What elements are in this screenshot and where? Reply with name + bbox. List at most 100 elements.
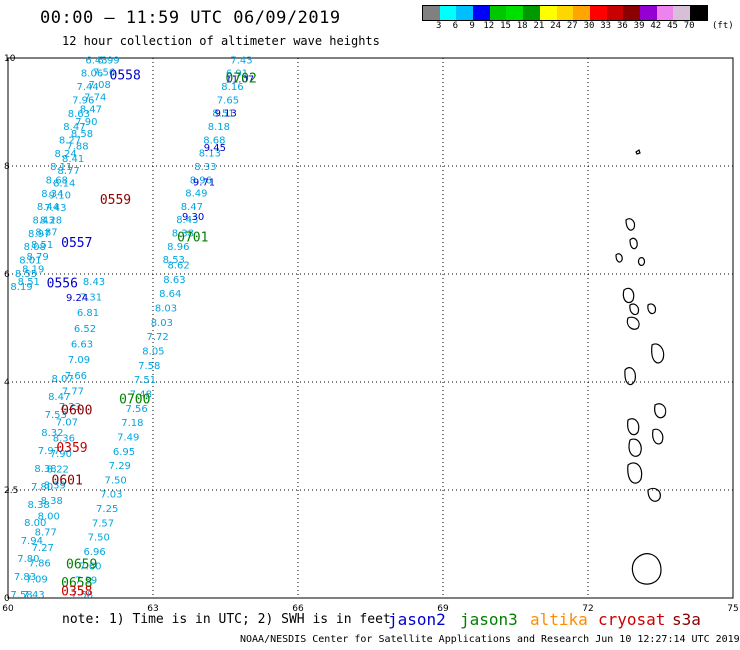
color-scale-labels: 3 6 9 12 15 18 21 24 27 30 33 36 39 42 45 70 [422,21,740,33]
color-scale-label: 9 [469,21,475,31]
wave-height-value: 8.38 [41,496,63,507]
wave-height-value: 8.39 [44,480,66,491]
wave-height-value: 8.03 [151,318,173,329]
color-swatch [489,6,507,20]
x-tick-label: 69 [437,604,449,614]
wave-height-value: 7.50 [104,475,126,486]
legend-item-altika: altika [530,610,588,629]
x-tick-label: 63 [147,604,158,614]
wave-height-value: 7.08 [89,80,111,91]
pass-time-label: 0557 [61,236,92,251]
wave-height-value: 11.07 [226,74,255,85]
wave-height-value: 8.05 [142,347,164,358]
map-subtitle: 12 hour collection of altimeter wave hei… [62,34,380,48]
wave-height-value: 9.45 [204,143,226,154]
wave-height-value: 8.43 [83,277,105,288]
wave-height-value: 7.27 [32,543,54,554]
wave-height-value: 8.97 [28,229,50,240]
wave-height-value: 7.50 [88,533,110,544]
pass-time-label: 0658 [61,576,92,591]
wave-height-value: 7.66 [65,371,87,382]
wave-height-value: 7.60 [79,561,101,572]
color-swatch [423,6,440,20]
wave-height-value: 7.56 [93,68,115,79]
wave-height-value: 8.47 [48,392,70,403]
wave-height-value: 7.43 [23,590,45,601]
color-swatch [673,6,690,20]
color-scale-label: 27 [566,21,578,31]
wave-height-value: 7.74 [84,92,106,103]
pass-time-label: 0700 [119,393,150,408]
wave-height-value: 7.58 [71,590,93,601]
wave-height-value: 7.83 [14,572,36,583]
color-swatch [589,6,607,20]
wave-height-value: 7.18 [121,418,143,429]
wave-height-value: 8.44 [37,202,59,213]
wave-height-value: 7.77 [62,386,84,397]
color-swatch [573,6,590,20]
pass-time-label: 0600 [61,403,92,418]
wave-height-value: 8.11 [50,162,72,173]
wave-height-value: 8.22 [47,465,69,476]
wave-height-value: 7.86 [29,559,51,570]
pass-time-label: 0701 [177,231,208,246]
wave-height-value: 9.10 [49,191,71,202]
wave-height-value: 7.07 [56,418,78,429]
color-swatch [456,6,474,20]
color-scale-label: 12 [483,21,495,31]
wave-height-value: 7.09 [26,574,48,585]
color-scale-bar [422,5,708,21]
wave-height-value: 8.43 [176,215,198,226]
pass-time-label: 0702 [226,71,257,86]
wave-height-value: 6.91 [226,69,248,80]
wave-height-value: 7.80 [31,482,53,493]
note-text: note: 1) Time is in UTC; 2) SWH is in fe… [62,612,391,627]
wave-height-value: 7.90 [75,117,97,128]
y-tick-label: 6 [4,270,10,280]
color-swatch [556,6,574,20]
x-tick-label: 60 [2,604,14,614]
legend-item-jason2: jason2 [388,610,446,629]
wave-height-value: 7.80 [17,554,39,565]
wave-height-value: 8.18 [208,122,230,133]
wave-height-value: 8.64 [159,289,181,300]
wave-height-value: 8.63 [163,275,185,286]
x-tick-label: 72 [582,604,593,614]
wave-height-value: 8.55 [15,269,37,280]
wave-height-value: 8.38 [172,229,194,240]
wave-height-value: 7.88 [66,142,88,153]
x-tick-label: 75 [727,604,738,614]
wave-height-value: 8.87 [35,228,57,239]
wave-height-value: 6.81 [77,308,99,319]
wave-height-value: 8.07 [52,374,74,385]
wave-height-value: 7.65 [217,95,239,106]
color-swatch [656,6,674,20]
color-scale-label: 33 [600,21,612,31]
color-swatch [473,6,490,20]
wave-height-value: 8.38 [34,464,56,475]
wave-height-value: 7.58 [10,590,32,601]
wave-height-value: 8.27 [59,135,81,146]
wave-height-value: 8.47 [181,202,203,213]
legend-item-jason3: jason3 [460,610,518,629]
wave-height-value: 7.03 [100,490,122,501]
y-tick-label: 2.5 [4,486,18,496]
wave-height-value: 8.19 [22,265,44,276]
wave-height-value: 8.58 [71,129,93,140]
color-scale-unit: (ft) [712,21,734,31]
color-swatch [539,6,557,20]
wave-height-value: 7.48 [130,389,152,400]
wave-height-value: 9.30 [182,212,204,223]
wave-height-value: 7.43 [44,203,66,214]
wave-height-value: 7.49 [117,432,139,443]
wave-height-value: 7.57 [92,518,114,529]
pass-time-label: 0359 [56,441,87,456]
wave-height-value: 6.99 [97,55,119,66]
wave-height-value: 8.63 [68,109,90,120]
wave-height-value: 7.25 [96,504,118,515]
wave-height-value: 8.28 [40,215,62,226]
wave-height-value: 8.19 [10,282,32,293]
wave-height-value: 6.43 [85,55,107,66]
wave-height-value: 8.53 [163,255,185,266]
